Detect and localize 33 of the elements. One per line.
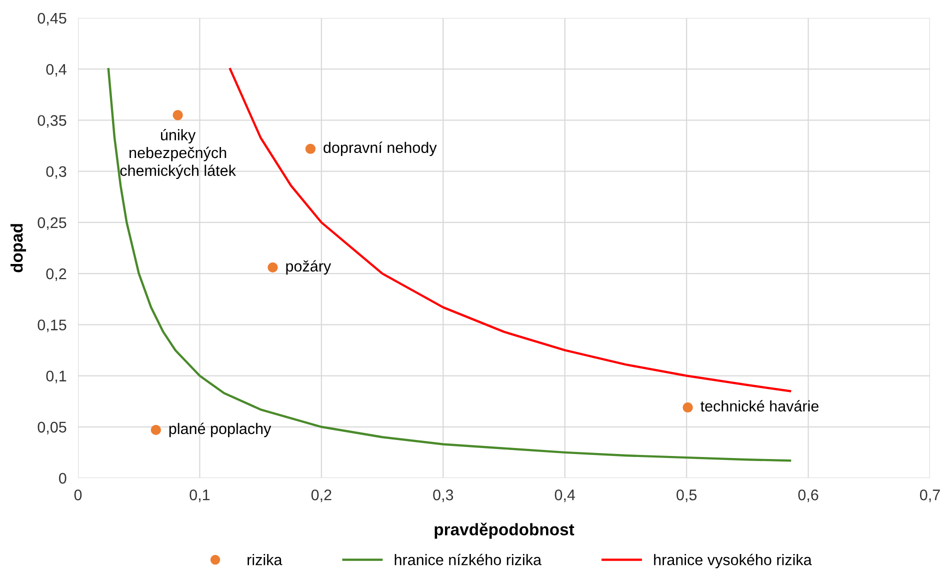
point [305, 144, 316, 154]
annotation: technické havárie [700, 400, 819, 412]
y-tick-label: 0,3 [46, 166, 66, 179]
y-tick-label: 0,25 [38, 217, 66, 230]
x-tick-label: 0,5 [676, 490, 697, 502]
y-tick-label: 0,35 [38, 115, 66, 128]
y-tick-label: 0,45 [38, 12, 66, 26]
point [172, 110, 183, 120]
point [150, 424, 161, 436]
x-tick-label: 0,1 [190, 490, 210, 502]
legend-label: hranice vysokého rizika [654, 554, 812, 568]
y-tick-label: 0,05 [38, 422, 66, 434]
x-tick-label: 0,2 [311, 490, 332, 502]
y-tick-label: 0 [58, 472, 66, 484]
y-tick-label: 0,2 [46, 268, 66, 282]
y-tick-label: 0,1 [46, 370, 66, 384]
y-tick-label: 0,15 [38, 320, 66, 332]
annotation: úniky nebezpečných chemických látek [120, 129, 236, 180]
x-tick-label: 0,4 [554, 490, 576, 502]
annotation: plané poplachy [169, 422, 272, 438]
x-tick-label: 0,6 [798, 490, 818, 502]
legend-label: hranice nízkého rizika [394, 554, 542, 566]
annotation: dopravní nehody [324, 142, 437, 156]
legend-label: rizika [248, 554, 282, 566]
point [682, 402, 693, 413]
x-tick-label: 0,3 [433, 490, 454, 502]
point [268, 262, 278, 273]
annotation: požáry [286, 260, 332, 275]
x-axis-title: pravděpodobnost [434, 522, 574, 539]
x-tick-label: 0,7 [920, 490, 940, 502]
y-tick-label: 0,4 [46, 64, 66, 77]
y-axis-title: dopad [10, 224, 26, 272]
x-tick-label: 0 [74, 490, 82, 500]
